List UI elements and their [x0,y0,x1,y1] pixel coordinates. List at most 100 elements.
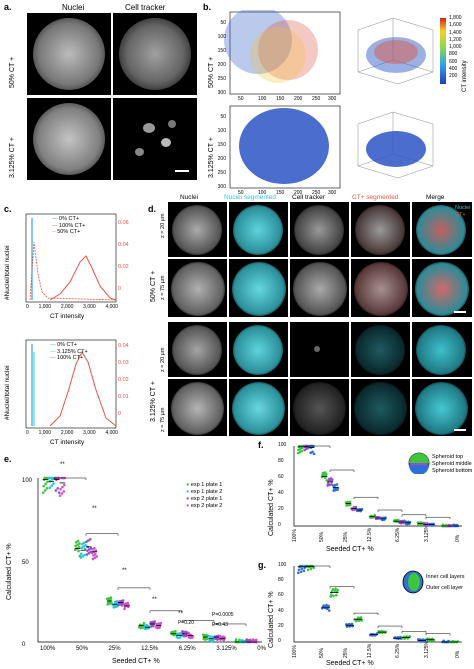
d-img [290,379,349,436]
data-point [54,489,58,492]
c-top-xtick: 4,000 [105,304,118,310]
e-legend-2: exp 2 plate 1 [190,496,223,502]
c-top-legend-2: 50% CT+ [57,229,81,235]
d-img [412,259,472,317]
cbar-tick: 800 [449,51,458,58]
g-legend-inner: Inner cell layers [426,574,465,580]
significance-bracket [353,612,379,616]
data-point [126,601,130,605]
cbar-tick: 400 [449,66,458,73]
data-point [58,494,62,497]
significance-bracket [181,620,215,623]
cbar-tick: 1,600 [449,22,462,29]
panel-b-scatter-plots: 50 100 150 200 250 300 50 100 150 200 250 300 5… [218,10,446,195]
svg-text:150: 150 [218,48,226,54]
data-point [329,477,333,480]
data-point [91,548,94,551]
data-point [83,547,87,551]
cbar-tick: 200 [449,73,458,80]
c-top-xtick: 1,000 [38,304,52,310]
data-point [151,624,155,628]
svg-text:250: 250 [218,76,226,82]
significance-bracket [377,509,403,512]
c-bottom-xtick: 1,000 [38,430,52,436]
data-point [81,554,85,558]
data-point [83,553,86,557]
panel-c-label: c. [4,204,12,214]
data-point [178,636,182,639]
data-point [297,571,300,575]
svg-text:200: 200 [294,96,303,102]
panel-a-label: a. [4,2,12,12]
data-point [77,545,81,549]
panel-c-histograms [25,213,117,429]
spheroid-icon [408,452,430,474]
svg-text:200: 200 [294,190,303,195]
d-row-z20-a: z = 20 µm [160,213,166,238]
data-point [335,593,338,597]
d-row-z75-a: z = 75 µm [160,275,166,300]
f-xtick: 0% [454,534,461,542]
d-img [229,379,288,436]
e-xtick: 12.5% [141,646,159,652]
significance-bracket [401,514,427,517]
data-point [327,604,330,608]
data-point [61,485,64,489]
data-point [349,624,352,628]
svg-text:150: 150 [276,190,285,195]
c-bottom-xtick: 0 [26,430,29,436]
data-point [82,541,86,545]
data-point [245,638,249,641]
data-point [80,546,84,550]
data-point [248,638,252,642]
d-img [412,322,472,377]
c-bottom-100pct-line [49,350,117,427]
data-point [43,489,47,492]
svg-text:250: 250 [312,96,321,102]
d-col-nuclei: Nuclei [180,194,199,201]
row-label-50: 50% CT + [9,56,16,88]
data-point [408,521,411,525]
data-point [403,637,407,640]
data-point [184,630,188,634]
g-ytick: 40 [278,607,284,614]
data-point [399,635,402,639]
e-xtick: 25% [108,646,121,652]
data-point [50,484,53,487]
c-top-right-ticks: 0.06 0.04 0.02 0 [118,212,129,300]
f-xtick: 100% [292,529,298,542]
data-point [62,490,66,493]
e-ytick: 50 [22,560,29,566]
data-point [336,588,339,592]
scale-bar [454,429,466,431]
svg-text:150: 150 [218,142,226,148]
data-point [78,542,81,545]
e-chart [37,476,262,644]
e-sig-2: ** [122,568,127,574]
d-img [168,379,227,436]
d-img [351,322,410,377]
data-point [297,568,301,572]
e-ytick: 0 [22,642,26,648]
g-yticks: 100 80 60 40 20 0 [278,562,286,644]
g-xlabel: Seeded CT+ % [326,660,374,667]
c-top-ytick: 0.04 [118,242,129,248]
g-ytick: 60 [278,592,284,599]
data-point [88,537,92,541]
c-top-xtick: 2,000 [60,304,74,310]
data-point [92,554,95,557]
g-xtick: 0% [454,650,461,658]
micrograph-tracker-3125 [113,98,197,180]
b-row-label-3125: 3.125% CT + [208,137,215,178]
data-point [109,596,113,600]
data-point [396,518,400,522]
d-row-z20-b: z = 20 µm [160,347,166,372]
c-bottom-ylabel: #Nuclei/total nuclei [4,365,11,420]
micrograph-nuclei-50 [27,13,111,95]
d-merge-legend: Nuclei CT+ [455,205,470,219]
c-bottom-legend-1: 3.125% CT+ [57,348,88,355]
d-img [168,259,227,317]
f-xticks: 100% 50% 25% 12.5% 6.25% 3.125% 0% [292,525,462,542]
d-group-3125: 3.125% CT + [150,381,157,422]
data-point [74,540,78,544]
